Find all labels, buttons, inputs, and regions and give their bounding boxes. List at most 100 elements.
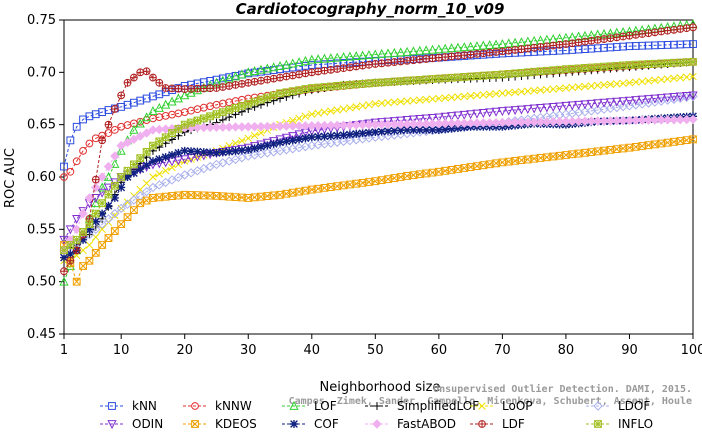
data-point-lof — [243, 67, 253, 77]
data-point-kdeos — [85, 256, 94, 265]
data-point-odin — [542, 103, 552, 113]
data-point-cof — [136, 165, 145, 174]
data-point-ldf — [441, 53, 450, 61]
data-point-fastabod — [364, 120, 374, 130]
data-point-fastabod — [472, 118, 482, 128]
data-point-inflo — [187, 118, 195, 127]
data-point-ldf — [129, 73, 138, 82]
data-point-fastabod — [338, 120, 349, 130]
data-point-fastabod — [580, 116, 590, 126]
data-point-fastabod — [427, 119, 438, 129]
data-point-ldf — [682, 24, 691, 32]
data-point-fastabod — [465, 118, 476, 128]
data-point-ldf — [110, 105, 119, 113]
data-point-cof — [206, 148, 215, 157]
data-point-inflo — [257, 95, 265, 104]
data-point-odin — [294, 130, 304, 140]
data-point-odin — [281, 133, 291, 143]
data-point-kdeos — [104, 234, 113, 242]
series-lof — [59, 19, 698, 286]
data-point-kdeos — [504, 157, 513, 166]
data-point-inflo — [549, 66, 558, 75]
data-point-inflo — [555, 65, 564, 74]
data-point-kdeos — [206, 191, 215, 200]
data-point-cof — [314, 132, 323, 141]
data-point-lof — [402, 46, 412, 56]
legend-label: KDEOS — [215, 417, 257, 431]
legend-item-ldf: LDF — [470, 417, 525, 431]
data-point-ldf — [479, 49, 488, 58]
data-point-lof — [281, 59, 291, 69]
data-point-ldf — [498, 47, 507, 56]
data-point-kdeos — [593, 147, 602, 156]
data-point-lof — [307, 54, 317, 64]
data-point-ldf — [320, 66, 329, 75]
data-point-ldf — [339, 64, 348, 72]
data-point-inflo — [479, 71, 488, 80]
data-point-fastabod — [605, 116, 616, 126]
data-point-fastabod — [383, 119, 393, 130]
data-point-ldf — [326, 66, 335, 74]
legend-item-kdeos: KDEOS — [183, 417, 257, 431]
data-point-kdeos — [657, 139, 666, 148]
data-point-fastabod — [243, 122, 253, 132]
data-point-ldf — [606, 34, 615, 43]
data-point-inflo — [79, 228, 87, 236]
data-point-loop — [530, 86, 538, 95]
data-point-inflo — [612, 61, 621, 70]
data-point-lof — [408, 46, 419, 56]
data-point-ldf — [676, 25, 685, 33]
data-point-inflo — [682, 58, 691, 67]
data-point-cof — [199, 148, 208, 157]
data-point-odin — [662, 93, 673, 103]
y-tick-label: 0.65 — [27, 118, 56, 133]
data-point-ldf — [670, 26, 678, 34]
data-point-fastabod — [491, 117, 501, 128]
data-point-loop — [587, 82, 596, 90]
data-point-inflo — [98, 199, 107, 208]
data-point-kdeos — [454, 165, 462, 173]
data-point-inflo — [295, 86, 303, 95]
data-point-cof — [244, 145, 253, 154]
data-point-fastabod — [370, 119, 381, 130]
data-point-kdeos — [174, 191, 183, 200]
data-point-loop — [435, 94, 443, 103]
data-point-kdeos — [644, 141, 653, 150]
x-tick-label: 90 — [621, 343, 638, 358]
data-point-loop — [536, 86, 545, 94]
data-point-fastabod — [681, 114, 692, 125]
data-point-odin — [440, 112, 450, 122]
data-point-fastabod — [275, 121, 285, 131]
data-point-kdeos — [314, 184, 323, 193]
data-point-kdeos — [441, 166, 450, 175]
data-point-fastabod — [631, 115, 641, 126]
data-point-inflo — [288, 87, 297, 96]
data-point-odin — [554, 102, 565, 112]
data-point-inflo — [625, 61, 634, 69]
data-point-inflo — [149, 141, 157, 150]
data-point-loop — [409, 96, 418, 105]
data-point-odin — [605, 98, 616, 108]
data-point-fastabod — [497, 117, 508, 128]
data-point-knn — [123, 100, 132, 109]
data-point-kdeos — [263, 192, 272, 200]
data-point-ldf — [155, 78, 164, 87]
data-point-kdeos — [180, 190, 189, 199]
legend-marker — [373, 402, 381, 410]
data-point-ldf — [269, 74, 278, 83]
data-point-lof — [345, 51, 355, 61]
data-point-kdeos — [288, 188, 297, 197]
data-point-odin — [485, 108, 495, 118]
data-point-kdeos — [365, 178, 373, 186]
data-point-inflo — [644, 60, 653, 68]
data-point-fastabod — [268, 121, 279, 132]
data-point-loop — [593, 81, 602, 90]
data-point-fastabod — [141, 128, 152, 138]
data-point-lof — [364, 49, 374, 59]
data-point-kdeos — [447, 165, 456, 174]
data-point-kdeos — [663, 138, 672, 147]
data-point-ldf — [377, 59, 386, 68]
data-point-kdeos — [631, 142, 640, 151]
data-point-loop — [428, 95, 437, 103]
